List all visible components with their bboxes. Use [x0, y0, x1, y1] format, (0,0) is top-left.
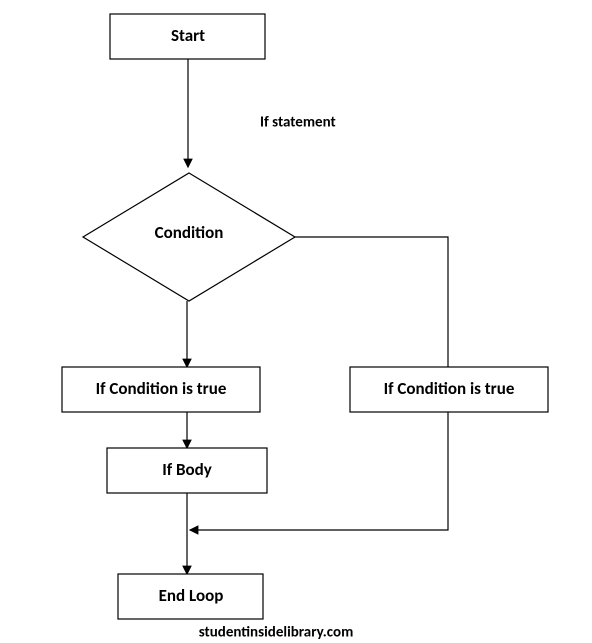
node-condition-label: Condition: [155, 222, 224, 243]
label-if-statement: If statement: [260, 114, 336, 132]
edge-condition-to-true-right: [295, 237, 448, 367]
node-true-left-label: If Condition is true: [96, 378, 227, 399]
footer-text: studentinsidelibrary.com: [199, 624, 354, 642]
node-true-right: If Condition is true: [350, 367, 548, 412]
node-true-left: If Condition is true: [62, 367, 260, 412]
node-start-label: Start: [171, 25, 205, 46]
node-body: If Body: [107, 448, 267, 493]
node-body-label: If Body: [162, 459, 212, 480]
node-end-label: End Loop: [159, 585, 224, 606]
edges-group: [187, 59, 448, 574]
node-true-right-label: If Condition is true: [384, 378, 515, 399]
flowchart-canvas: Start Condition If Condition is true If …: [0, 0, 592, 643]
node-start: Start: [110, 14, 265, 59]
node-condition: Condition: [83, 173, 295, 301]
node-end: End Loop: [118, 574, 263, 619]
